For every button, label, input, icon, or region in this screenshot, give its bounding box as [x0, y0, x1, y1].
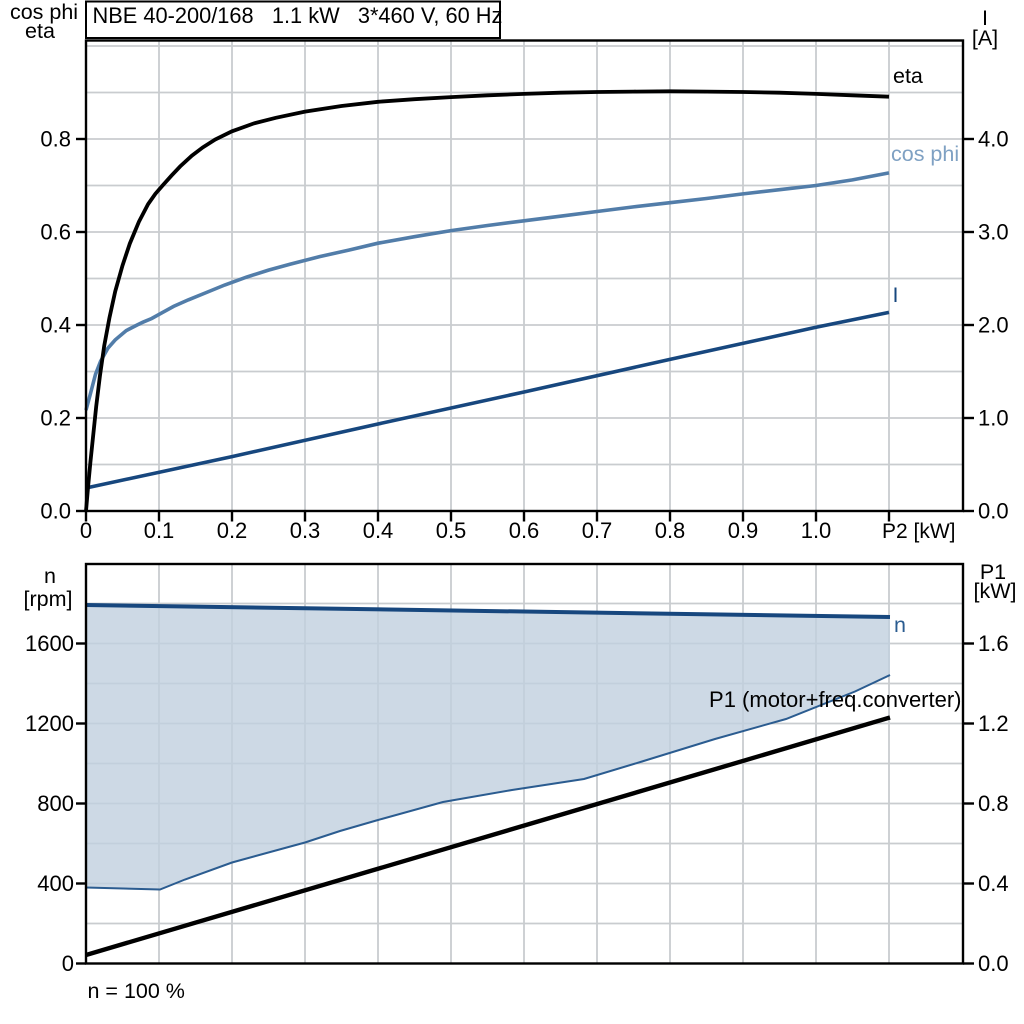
svg-text:0.8: 0.8: [40, 127, 71, 152]
svg-text:1.6: 1.6: [978, 631, 1009, 656]
svg-text:0.6: 0.6: [509, 518, 540, 543]
svg-text:[rpm]: [rpm]: [24, 587, 73, 611]
svg-text:0.3: 0.3: [290, 518, 321, 543]
svg-text:eta: eta: [25, 19, 55, 43]
svg-text:0.8: 0.8: [978, 791, 1009, 816]
svg-text:0.9: 0.9: [728, 518, 759, 543]
svg-text:1600: 1600: [25, 631, 74, 656]
svg-text:n: n: [894, 613, 906, 637]
svg-text:I: I: [982, 6, 988, 30]
svg-text:800: 800: [37, 791, 74, 816]
svg-text:0.5: 0.5: [436, 518, 467, 543]
svg-text:cos phi: cos phi: [10, 0, 78, 24]
svg-text:1200: 1200: [25, 711, 74, 736]
svg-text:[kW]: [kW]: [974, 579, 1017, 603]
svg-text:n = 100 %: n = 100 %: [88, 979, 185, 1003]
svg-text:1.0: 1.0: [801, 518, 832, 543]
svg-text:400: 400: [37, 871, 74, 896]
svg-text:P2 [kW]: P2 [kW]: [882, 520, 956, 543]
svg-text:I: I: [893, 283, 899, 307]
svg-text:0.1: 0.1: [144, 518, 175, 543]
svg-text:0.0: 0.0: [40, 499, 71, 524]
svg-text:2.0: 2.0: [978, 313, 1009, 338]
svg-text:0: 0: [62, 951, 74, 976]
svg-text:eta: eta: [893, 64, 923, 88]
svg-text:[A]: [A]: [972, 26, 998, 50]
svg-text:cos phi: cos phi: [891, 142, 959, 166]
svg-text:0.2: 0.2: [217, 518, 248, 543]
svg-text:1.2: 1.2: [978, 711, 1009, 736]
svg-text:0.4: 0.4: [978, 871, 1009, 896]
svg-text:0.4: 0.4: [40, 313, 71, 338]
svg-text:0.0: 0.0: [978, 951, 1009, 976]
svg-text:P1: P1: [980, 560, 1006, 584]
svg-text:n: n: [44, 564, 56, 588]
svg-text:0.7: 0.7: [582, 518, 613, 543]
svg-text:P1 (motor+freq.converter): P1 (motor+freq.converter): [709, 687, 961, 712]
svg-text:0.2: 0.2: [40, 406, 71, 431]
svg-text:0.8: 0.8: [655, 518, 686, 543]
svg-text:1.0: 1.0: [978, 406, 1009, 431]
svg-text:0: 0: [80, 518, 92, 543]
svg-text:3.0: 3.0: [978, 220, 1009, 245]
svg-text:0.6: 0.6: [40, 220, 71, 245]
svg-text:NBE 40-200/168 1.1 kW 3*46: NBE 40-200/168 1.1 kW 3*460 V, 60 Hz: [93, 3, 503, 28]
svg-text:4.0: 4.0: [978, 127, 1009, 152]
svg-text:0.0: 0.0: [978, 499, 1009, 524]
svg-text:0.4: 0.4: [363, 518, 394, 543]
